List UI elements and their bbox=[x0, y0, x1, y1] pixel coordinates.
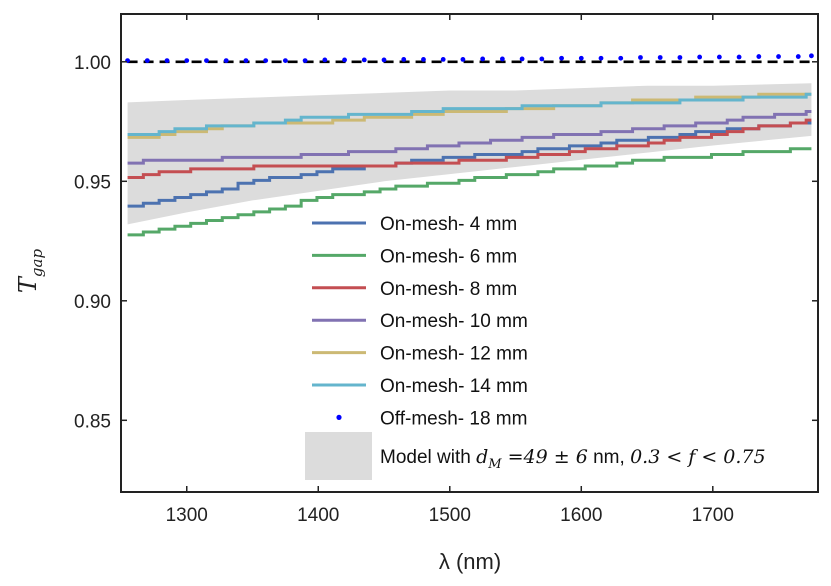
legend-model-nm: nm, bbox=[588, 447, 630, 468]
series-off-mesh-18-mm-point bbox=[559, 55, 564, 61]
legend-model-prefix: Model with bbox=[380, 447, 476, 468]
series-off-mesh-18-mm-point bbox=[381, 57, 387, 63]
y-tick-label: 1.00 bbox=[74, 53, 111, 74]
x-tick-label: 1400 bbox=[297, 505, 339, 526]
legend-label-on-mesh-10-mm: On-mesh- 10 mm bbox=[380, 311, 528, 332]
legend: On-mesh- 4 mm On-mesh- 6 mm On-mesh- 8 mm O… bbox=[305, 214, 766, 480]
x-tick-label: 1700 bbox=[692, 505, 734, 526]
legend-label-on-mesh-6-mm: On-mesh- 6 mm bbox=[380, 246, 517, 267]
y-tick-label: 0.85 bbox=[74, 411, 111, 432]
legend-label-on-mesh-4-mm: On-mesh- 4 mm bbox=[380, 214, 517, 235]
series-off-mesh-18-mm-point bbox=[144, 58, 150, 64]
series-off-mesh-18-mm-point bbox=[342, 57, 347, 63]
y-axis-label-main: T bbox=[14, 275, 42, 293]
series-off-mesh-18-mm-point bbox=[578, 55, 584, 61]
series-on-mesh-4-mm bbox=[127, 121, 812, 208]
legend-label-on-mesh-12-mm: On-mesh- 12 mm bbox=[380, 344, 528, 365]
svg-text:Tgap: Tgap bbox=[14, 249, 46, 294]
series-off-mesh-18-mm-point bbox=[322, 57, 328, 63]
series-off-mesh-18-mm-point bbox=[480, 56, 486, 62]
model-band-layer bbox=[127, 83, 812, 225]
legend-marker-off-mesh-18-mm bbox=[336, 414, 342, 420]
series-off-mesh-18-mm-point bbox=[184, 58, 190, 64]
legend-model-value: =49 ± 6 bbox=[502, 446, 588, 468]
series-off-mesh-18-mm-point bbox=[519, 56, 525, 62]
series-on-mesh-14-mm bbox=[127, 92, 812, 136]
series-off-mesh-18-mm-point bbox=[361, 57, 367, 63]
series-off-mesh-18-mm-point bbox=[164, 58, 170, 64]
series-off-mesh-18-mm-point bbox=[440, 57, 446, 62]
series-off-mesh-18-mm-point bbox=[243, 58, 249, 64]
legend-label-on-mesh-14-mm: On-mesh- 14 mm bbox=[380, 376, 528, 397]
y-tick-label: 0.90 bbox=[74, 292, 111, 313]
x-tick-label: 1500 bbox=[429, 505, 471, 526]
series-off-mesh-18-mm-point bbox=[657, 55, 663, 60]
legend-label-model: Model with dM =49 ± 6 nm, 0.3 < f < 0.75 bbox=[380, 446, 766, 472]
series-layer bbox=[125, 53, 814, 237]
x-tick-label: 1300 bbox=[166, 505, 208, 526]
series-off-mesh-18-mm-point bbox=[716, 54, 722, 60]
series-off-mesh-18-mm-point bbox=[499, 56, 505, 62]
series-off-mesh-18-mm-point bbox=[204, 58, 209, 64]
legend-model-dm: d bbox=[476, 446, 488, 468]
series-off-mesh-18-mm-point bbox=[598, 55, 604, 61]
x-axis-label: λ (nm) bbox=[439, 549, 501, 574]
series-off-mesh-18-mm-point bbox=[809, 53, 814, 59]
legend-model-f-range: 0.3 < f < 0.75 bbox=[630, 446, 766, 468]
series-off-mesh-18-mm-point bbox=[697, 54, 703, 60]
y-axis-label: Tgap bbox=[14, 249, 46, 294]
series-off-mesh-18-mm-point bbox=[736, 54, 742, 60]
legend-label-off-mesh-18-mm: Off-mesh- 18 mm bbox=[380, 408, 527, 429]
y-axis-label-sub: gap bbox=[28, 249, 46, 278]
series-off-mesh-18-mm-point bbox=[460, 57, 466, 62]
series-on-mesh-8-mm bbox=[127, 118, 812, 179]
series-off-mesh-18-mm bbox=[125, 53, 814, 64]
y-tick-label: 0.95 bbox=[74, 172, 111, 193]
legend-model-dm-sub: M bbox=[487, 457, 502, 472]
x-tick-label: 1600 bbox=[560, 505, 602, 526]
series-on-mesh-10-mm bbox=[127, 110, 812, 165]
series-off-mesh-18-mm-point bbox=[223, 58, 229, 64]
series-off-mesh-18-mm-point bbox=[282, 58, 288, 64]
legend-patch-model bbox=[305, 432, 372, 480]
series-on-mesh-6-mm bbox=[127, 147, 812, 237]
plot-frame bbox=[120, 13, 819, 493]
series-off-mesh-18-mm-point bbox=[421, 57, 426, 62]
series-off-mesh-18-mm-point bbox=[263, 58, 269, 64]
series-off-mesh-18-mm-point bbox=[302, 58, 308, 64]
series-off-mesh-18-mm-point bbox=[539, 56, 545, 62]
series-off-mesh-18-mm-point bbox=[677, 55, 683, 60]
series-off-mesh-18-mm-point bbox=[401, 57, 407, 62]
series-off-mesh-18-mm-point bbox=[638, 55, 643, 60]
legend-label-on-mesh-8-mm: On-mesh- 8 mm bbox=[380, 279, 517, 300]
series-off-mesh-18-mm-point bbox=[618, 55, 624, 61]
axes: 1300 1400 1500 1600 1700 0.85 0.90 0.95 1.00 bbox=[74, 14, 818, 526]
model-band bbox=[127, 83, 812, 225]
series-off-mesh-18-mm-point bbox=[795, 54, 801, 59]
series-off-mesh-18-mm-point bbox=[756, 54, 762, 59]
series-off-mesh-18-mm-point bbox=[776, 54, 781, 59]
